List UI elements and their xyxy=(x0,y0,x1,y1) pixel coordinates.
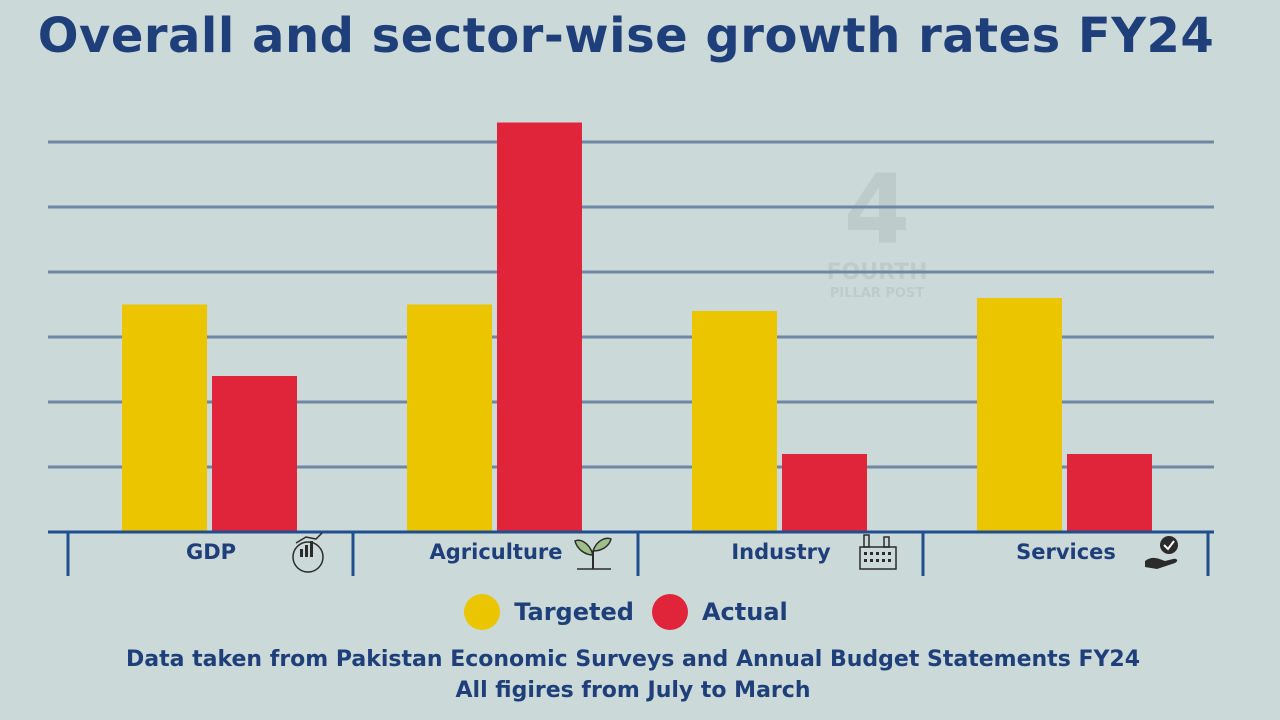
period-note: All figires from July to March xyxy=(455,678,811,703)
x-tick-label-agriculture: Agriculture xyxy=(429,540,562,564)
globe-growth-icon xyxy=(292,532,324,573)
bar-actual-services xyxy=(1067,454,1152,532)
bar-targeted-services xyxy=(977,298,1062,532)
bar-targeted-industry xyxy=(692,311,777,532)
bar-actual-agriculture xyxy=(497,122,582,532)
legend-item-actual: Actual xyxy=(651,594,788,630)
seedling-icon xyxy=(574,537,612,570)
factory-icon xyxy=(859,534,897,570)
watermark-mark: 4 xyxy=(843,154,911,266)
watermark-text-line2: PILLAR POST xyxy=(829,286,925,301)
chart-legend: Targeted Actual xyxy=(0,594,1252,630)
hand-check-icon xyxy=(1145,536,1178,569)
chart-title: Overall and sector-wise growth rates FY2… xyxy=(37,8,1215,64)
bar-actual-industry xyxy=(782,454,867,532)
legend-swatch-actual xyxy=(651,594,688,630)
x-tick-label-gdp: GDP xyxy=(186,540,236,564)
legend-swatch-targeted xyxy=(464,594,501,630)
source-note: Data taken from Pakistan Economic Survey… xyxy=(125,647,1141,672)
x-tick-label-industry: Industry xyxy=(731,540,831,564)
legend-label-actual: Actual xyxy=(701,598,788,626)
x-tick-label-services: Services xyxy=(1016,540,1116,564)
bar-targeted-gdp xyxy=(122,304,207,532)
bar-chart: GDP Agriculture Industry Services xyxy=(48,122,1214,576)
bar-targeted-agriculture xyxy=(407,304,492,532)
bar-actual-gdp xyxy=(212,376,297,532)
legend-label-targeted: Targeted xyxy=(514,598,634,626)
legend-item-targeted: Targeted xyxy=(464,594,634,630)
